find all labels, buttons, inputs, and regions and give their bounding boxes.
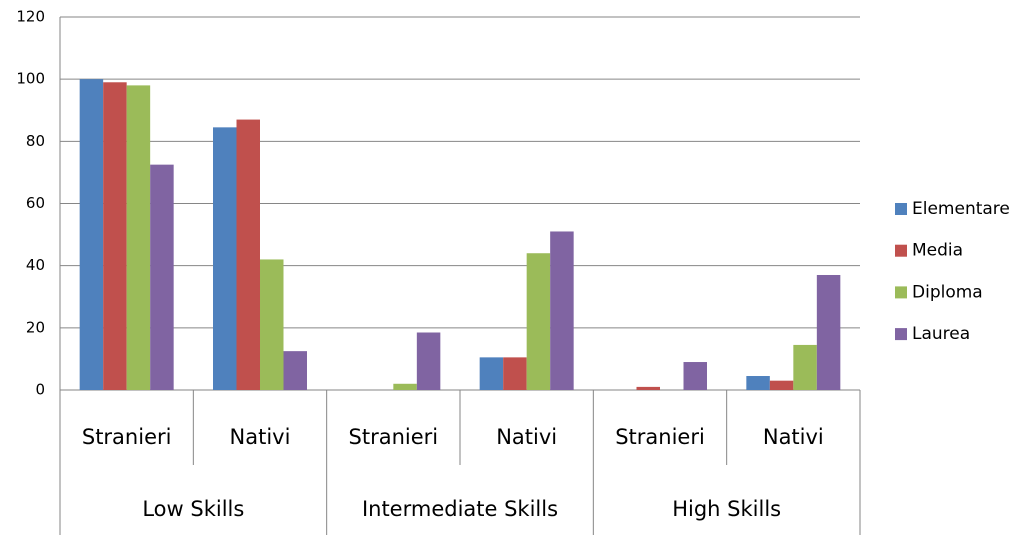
y-tick-label: 80: [26, 132, 45, 150]
bar: [236, 119, 260, 390]
legend-label: Elementare: [912, 199, 1010, 219]
legend-label: Diploma: [912, 282, 983, 302]
bar: [283, 351, 307, 390]
y-tick-label: 60: [26, 194, 45, 212]
legend-swatch: [895, 328, 907, 341]
bar: [503, 357, 527, 390]
x-tick-label: Stranieri: [349, 425, 439, 449]
bar: [636, 386, 660, 390]
bar: [816, 274, 841, 390]
bar: [260, 259, 284, 390]
y-tick-label: 100: [16, 70, 45, 88]
bar: [416, 332, 441, 390]
x-tick-label: Stranieri: [615, 425, 705, 449]
group-label: Low Skills: [142, 497, 244, 521]
x-tick-label: Nativi: [496, 425, 557, 449]
legend-label: Media: [912, 241, 963, 261]
x-tick-label: Stranieri: [82, 425, 172, 449]
bar: [79, 79, 104, 391]
legend-swatch: [895, 203, 907, 215]
bar: [150, 164, 174, 390]
bar: [103, 82, 127, 391]
legend-swatch: [895, 286, 907, 299]
legend-label: Laurea: [912, 324, 970, 344]
bar: [526, 253, 551, 390]
bar: [126, 85, 151, 390]
bar: [393, 383, 417, 390]
bar: [213, 127, 237, 391]
y-tick-label: 40: [26, 256, 45, 274]
bar: [550, 231, 574, 390]
legend-swatch: [895, 244, 907, 257]
group-label: High Skills: [672, 497, 781, 521]
bar: [793, 344, 817, 390]
y-tick-label: 20: [26, 318, 45, 336]
x-tick-label: Nativi: [763, 425, 824, 449]
bar: [479, 357, 504, 390]
bar: [683, 362, 707, 390]
x-tick-label: Nativi: [230, 425, 291, 449]
group-label: Intermediate Skills: [362, 497, 558, 521]
bar: [746, 376, 770, 390]
y-tick-label: 120: [16, 8, 45, 26]
y-tick-label: 0: [35, 381, 45, 399]
bar: [769, 380, 794, 390]
